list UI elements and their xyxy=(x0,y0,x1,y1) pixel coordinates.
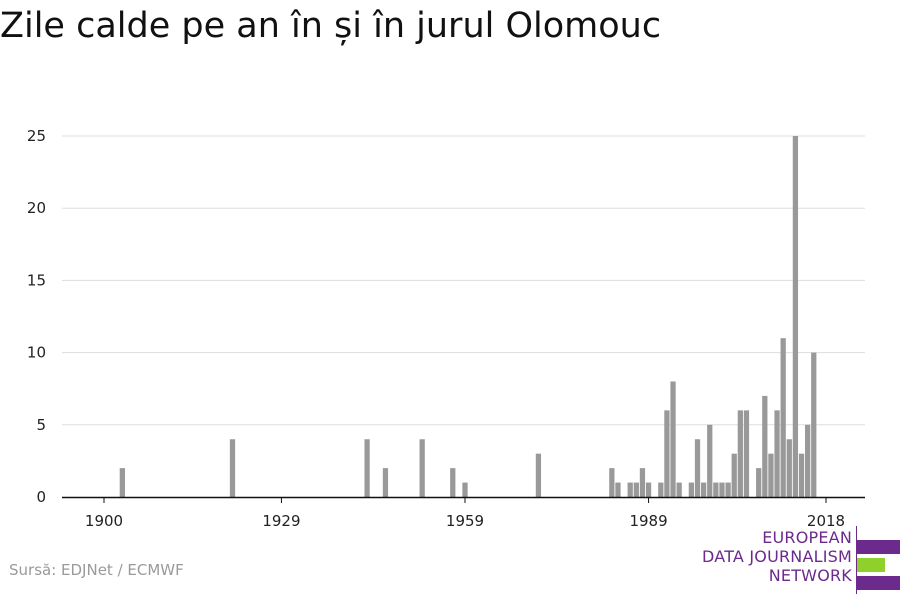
bar xyxy=(688,482,695,497)
bar xyxy=(450,468,456,497)
bar xyxy=(382,468,389,497)
bar xyxy=(609,468,615,497)
bar xyxy=(719,482,725,497)
logo-line-2: DATA JOURNALISM xyxy=(702,547,852,566)
bar xyxy=(633,482,639,497)
bar xyxy=(639,468,646,497)
bar xyxy=(419,439,425,497)
bar xyxy=(627,482,633,497)
bar xyxy=(786,439,792,497)
bar xyxy=(713,482,719,497)
bar xyxy=(535,453,542,497)
bar xyxy=(792,136,799,497)
bar xyxy=(737,410,743,497)
bar xyxy=(811,352,817,497)
x-tick-label: 2018 xyxy=(807,512,845,530)
logo-divider xyxy=(856,526,857,594)
bar xyxy=(768,453,774,497)
bar xyxy=(798,453,805,497)
gridlines xyxy=(62,135,865,426)
bar xyxy=(119,468,125,497)
logo-line-1: EUROPEAN xyxy=(762,528,852,547)
bar xyxy=(462,482,468,497)
bar xyxy=(229,439,236,497)
bars xyxy=(119,136,817,497)
y-tick-label: 0 xyxy=(36,488,46,506)
bar xyxy=(725,482,731,497)
bar xyxy=(756,468,762,497)
bar xyxy=(676,482,682,497)
x-tick-label: 1989 xyxy=(629,512,667,530)
bar xyxy=(700,482,707,497)
y-tick-label: 15 xyxy=(27,271,46,289)
y-tick-label: 10 xyxy=(27,344,46,362)
edjnet-logo: EUROPEAN DATA JOURNALISM NETWORK xyxy=(700,526,900,594)
bar xyxy=(670,381,676,497)
source-note: Sursă: EDJNet / ECMWF xyxy=(9,561,184,579)
logo-bar-top xyxy=(857,540,900,554)
logo-bar-middle xyxy=(857,558,885,572)
logo-text: EUROPEAN DATA JOURNALISM NETWORK xyxy=(702,528,852,585)
logo-line-3: NETWORK xyxy=(768,566,852,585)
bar xyxy=(364,439,370,497)
bar xyxy=(664,410,670,497)
y-tick-label: 20 xyxy=(27,199,46,217)
logo-bar-bottom xyxy=(857,576,900,590)
bar xyxy=(743,410,750,497)
bar xyxy=(694,439,701,497)
x-tick-label: 1959 xyxy=(446,512,484,530)
axes: 0 5 10 15 20 25 1900 1929 1959 1989 2018 xyxy=(27,127,865,530)
bar xyxy=(774,410,780,497)
y-tick-label: 25 xyxy=(27,127,46,145)
bar xyxy=(780,338,786,497)
bar xyxy=(658,482,664,497)
bar xyxy=(707,424,713,497)
chart-title: Zile calde pe an în și în jurul Olomouc xyxy=(0,6,662,46)
bar xyxy=(762,395,768,497)
x-tick-label: 1900 xyxy=(85,512,123,530)
bar xyxy=(645,482,652,497)
y-tick-label: 5 xyxy=(36,416,46,434)
bar xyxy=(731,453,737,497)
bar xyxy=(615,482,621,497)
bar xyxy=(805,424,811,497)
x-tick-label: 1929 xyxy=(262,512,300,530)
